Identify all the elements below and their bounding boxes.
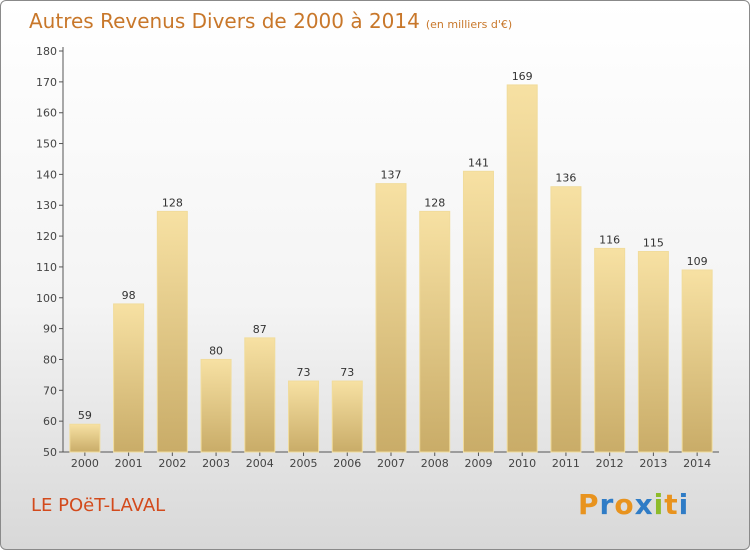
bar [244,337,276,453]
x-tick-label: 2002 [158,457,186,470]
bar-value-label: 141 [468,156,489,169]
x-tick-label: 2001 [115,457,143,470]
bar [681,269,713,453]
commune-name: LE POëT-LAVAL [31,495,166,516]
y-tick-label: 50 [43,446,57,459]
bar [419,210,451,453]
brand-letter: o [614,488,635,521]
axis-layer: 50 60 70 80 90 100 110 120 130 140 150 160 170 180 200… [36,45,719,470]
bar [594,247,626,453]
y-tick-label: 80 [43,353,57,366]
brand-letter: i [653,488,665,521]
bar [637,251,669,453]
bar-value-label: 115 [643,237,664,250]
bar-value-label: 73 [340,366,354,379]
bar [550,186,582,453]
bar-value-label: 128 [424,196,445,209]
bar [331,380,363,453]
bar [200,358,232,453]
y-tick-label: 140 [36,168,57,181]
y-tick-label: 150 [36,138,57,151]
y-tick-label: 180 [36,45,57,58]
bar-value-label: 137 [381,169,402,182]
chart-unit: (en milliers d'€) [425,18,513,31]
bar [69,423,101,453]
x-tick-label: 2005 [290,457,318,470]
bar [156,210,188,453]
bar [288,380,320,453]
x-tick-label: 2006 [333,457,361,470]
bar-value-label: 169 [512,70,533,83]
bar-value-label: 80 [209,344,223,357]
bar-value-label: 109 [687,255,708,268]
brand-letter: P [578,488,600,521]
x-tick-label: 2010 [508,457,536,470]
bar-layer: 59 98 128 80 87 73 73 137 128 141 169 136 116 115 109 [69,70,713,453]
x-tick-label: 2013 [639,457,667,470]
x-tick-label: 2008 [421,457,449,470]
bar [462,170,494,453]
bar-value-label: 98 [122,289,136,302]
y-tick-label: 90 [43,323,57,336]
y-tick-label: 100 [36,292,57,305]
bar-value-label: 128 [162,196,183,209]
x-tick-label: 2003 [202,457,230,470]
x-tick-label: 2007 [377,457,405,470]
bar-value-label: 59 [78,409,92,422]
x-tick-label: 2014 [683,457,711,470]
bar-value-label: 87 [253,323,267,336]
x-tick-label: 2004 [246,457,274,470]
brand-letter: x [634,488,654,521]
bar [375,183,407,453]
y-tick-label: 160 [36,107,57,120]
y-tick-label: 120 [36,230,57,243]
chart-title: Autres Revenus Divers de 2000 à 2014 [29,9,420,33]
y-tick-label: 70 [43,384,57,397]
y-tick-label: 110 [36,261,57,274]
x-tick-label: 2011 [552,457,580,470]
y-tick-label: 130 [36,199,57,212]
brand-letter: t [664,488,679,521]
bar-value-label: 73 [297,366,311,379]
bar-value-label: 116 [599,233,620,246]
brand-letter: r [599,488,615,521]
bar [506,84,538,453]
bar [113,303,145,453]
brand-letter: i [678,488,690,521]
x-tick-label: 2012 [596,457,624,470]
x-tick-label: 2000 [71,457,99,470]
title-row: Autres Revenus Divers de 2000 à 2014 (en … [29,9,512,33]
y-tick-label: 60 [43,415,57,428]
brand-logo[interactable]: Proxiti [578,488,689,521]
y-tick-label: 170 [36,76,57,89]
x-tick-label: 2009 [464,457,492,470]
bar-value-label: 136 [555,172,576,185]
